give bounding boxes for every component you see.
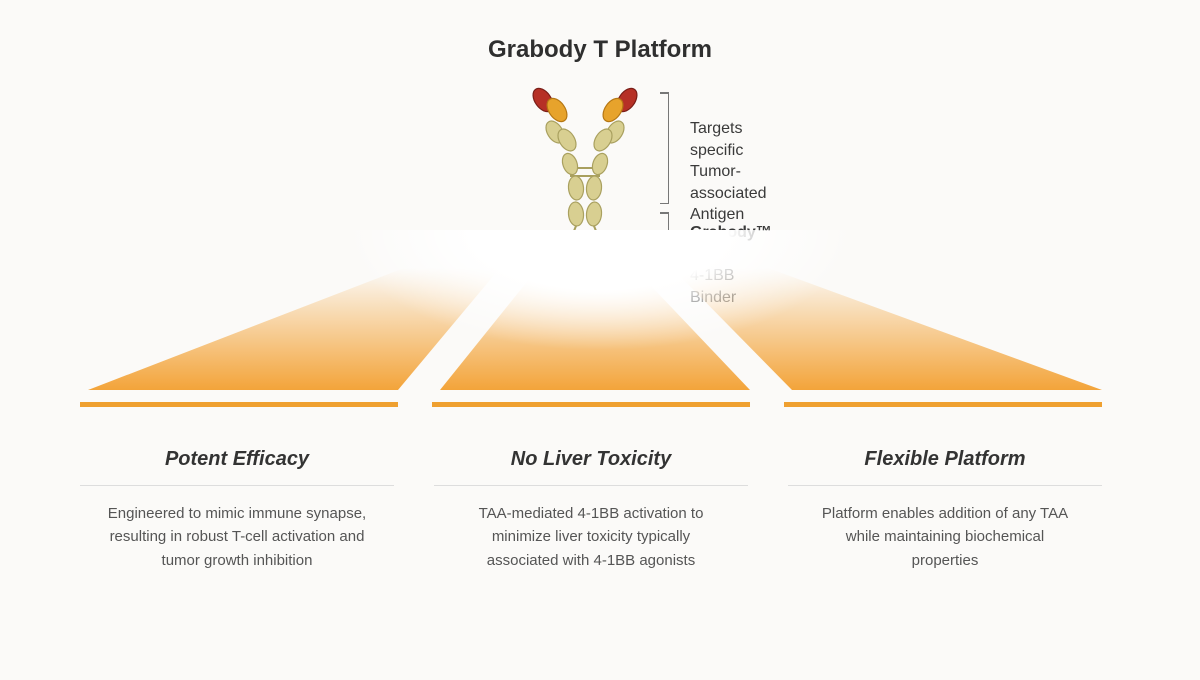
divider-bar-1	[432, 402, 750, 407]
bracket-upper-line2: associated Antigen	[690, 185, 767, 224]
feature-column-0: Potent Efficacy Engineered to mimic immun…	[80, 448, 394, 572]
feature-body-1: TAA-mediated 4-1BB activation to minimiz…	[461, 502, 721, 572]
spotlight-beam-2	[672, 268, 1102, 390]
feature-body-2: Platform enables addition of any TAA whi…	[815, 502, 1075, 572]
feature-column-1: No Liver Toxicity TAA-mediated 4-1BB acti…	[434, 448, 748, 572]
feature-columns: Potent Efficacy Engineered to mimic immun…	[80, 448, 1102, 572]
bracket-upper-line	[668, 92, 669, 204]
feature-heading-2: Flexible Platform	[788, 448, 1102, 486]
bracket-lower-line	[668, 212, 669, 276]
divider-bar-2	[784, 402, 1102, 407]
bracket-upper-label: Targets specific Tumor- associated Antig…	[690, 118, 767, 226]
antibody-diagram	[510, 82, 660, 282]
feature-heading-1: No Liver Toxicity	[434, 448, 748, 486]
bracket-lower-line1: Grabody™ T	[690, 224, 772, 263]
spotlight-beam-0	[88, 268, 500, 390]
page-title: Grabody T Platform	[0, 36, 1200, 64]
feature-heading-0: Potent Efficacy	[80, 448, 394, 486]
bracket-upper-line1: Targets specific Tumor-	[690, 120, 743, 180]
feature-body-0: Engineered to mimic immune synapse, resu…	[107, 502, 367, 572]
feature-column-2: Flexible Platform Platform enables additi…	[788, 448, 1102, 572]
antibody-icon	[510, 82, 660, 282]
divider-bar-0	[80, 402, 398, 407]
